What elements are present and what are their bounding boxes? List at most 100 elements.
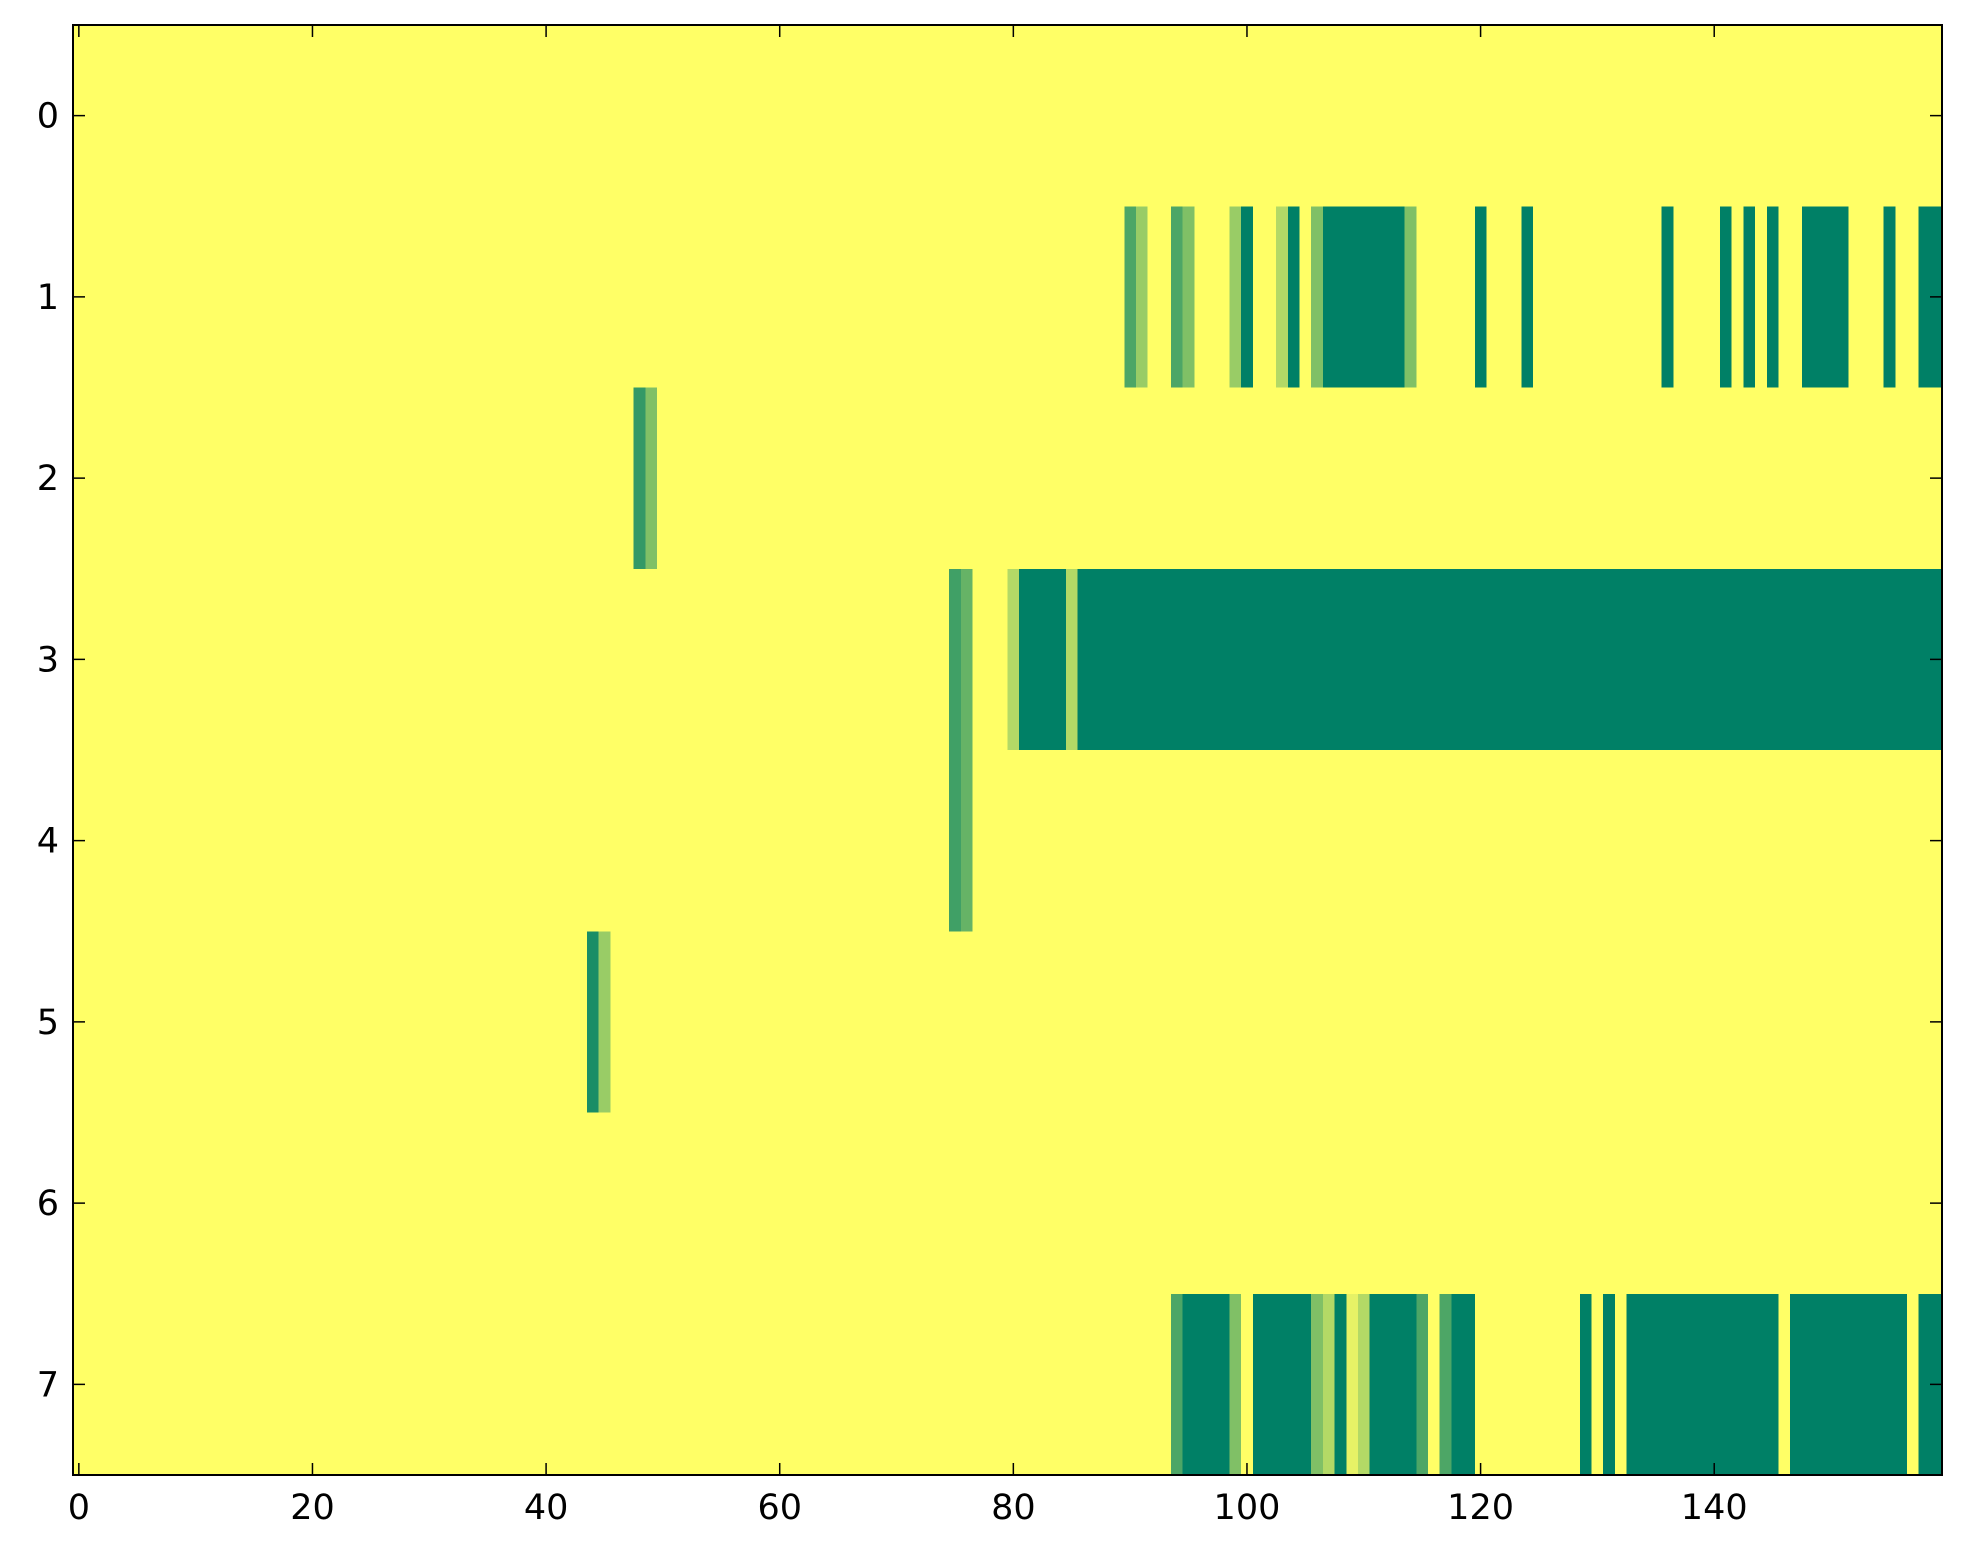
heatmap-cell <box>1533 1112 1546 1295</box>
heatmap-cell <box>201 568 214 751</box>
heatmap-cell <box>154 1293 168 1476</box>
heatmap-cell <box>890 387 903 570</box>
heatmap-cell <box>178 1293 191 1476</box>
heatmap-cell <box>505 568 518 751</box>
heatmap-cell <box>879 750 892 932</box>
heatmap-cell <box>1474 387 1488 570</box>
heatmap-cell <box>259 1293 273 1476</box>
heatmap-cell <box>984 750 997 932</box>
heatmap-cell <box>166 387 179 570</box>
heatmap-cell <box>318 931 331 1114</box>
heatmap-cell <box>178 931 191 1114</box>
heatmap-cell <box>890 568 903 751</box>
heatmap-cell <box>96 1293 109 1476</box>
heatmap-cell <box>1521 750 1534 932</box>
heatmap-cell <box>738 206 752 389</box>
heatmap-cell <box>1346 206 1359 389</box>
y-tick-label: 0 <box>37 97 59 137</box>
heatmap-cell <box>236 1112 249 1295</box>
heatmap-cell <box>1322 1112 1336 1295</box>
heatmap-cell <box>329 1112 343 1295</box>
x-tick-label: 120 <box>1447 1488 1514 1528</box>
heatmap-cell <box>1159 1293 1172 1476</box>
heatmap-cell <box>1661 931 1674 1114</box>
heatmap-cell <box>96 206 109 389</box>
heatmap-cell <box>727 750 740 932</box>
heatmap-cell <box>259 206 273 389</box>
heatmap-cell <box>1603 206 1616 389</box>
heatmap-cell <box>1790 1293 1803 1476</box>
heatmap-cell <box>1895 931 1908 1114</box>
heatmap-cell <box>785 206 798 389</box>
heatmap-cell <box>1638 750 1651 932</box>
heatmap-cell <box>808 568 822 751</box>
heatmap-cell <box>1054 387 1067 570</box>
heatmap-cell <box>283 931 296 1114</box>
heatmap-cell <box>1229 387 1242 570</box>
heatmap-cell <box>201 750 214 932</box>
heatmap-cell <box>610 750 623 932</box>
heatmap-cell <box>1614 387 1628 570</box>
heatmap-cell <box>773 1293 787 1476</box>
heatmap-cell <box>1579 931 1593 1114</box>
heatmap-cell <box>879 1293 892 1476</box>
heatmap-cell <box>1381 750 1394 932</box>
heatmap-cell <box>960 1112 974 1295</box>
heatmap-cell <box>446 25 460 207</box>
heatmap-cell <box>645 931 658 1114</box>
heatmap-cell <box>1638 1112 1651 1295</box>
heatmap-cell <box>1509 206 1523 389</box>
heatmap-cell <box>248 25 261 207</box>
heatmap-cell <box>1918 25 1931 207</box>
heatmap-cell <box>1065 931 1079 1114</box>
heatmap-cell <box>294 931 308 1114</box>
heatmap-cell <box>586 1112 600 1295</box>
heatmap-cell <box>995 206 1009 389</box>
heatmap-cell <box>551 387 565 570</box>
heatmap-cell <box>925 206 939 389</box>
heatmap-cell <box>1194 750 1207 932</box>
heatmap-cell <box>1860 387 1873 570</box>
heatmap-cell <box>1720 206 1733 389</box>
heatmap-cell <box>1346 387 1359 570</box>
heatmap-cell <box>131 750 144 932</box>
heatmap-cell <box>1007 1293 1020 1476</box>
heatmap-cell <box>1100 750 1114 932</box>
heatmap-cell <box>1346 931 1359 1114</box>
heatmap-cell <box>1042 568 1055 751</box>
heatmap-cell <box>937 750 950 932</box>
heatmap-cell <box>1720 387 1733 570</box>
heatmap-cell <box>843 387 857 570</box>
heatmap-cell <box>1544 750 1558 932</box>
heatmap-cell <box>423 25 436 207</box>
heatmap-cell <box>598 206 611 389</box>
heatmap-cell <box>808 931 822 1114</box>
heatmap-cell <box>435 25 448 207</box>
heatmap-cell <box>1883 387 1896 570</box>
heatmap-cell <box>1544 931 1558 1114</box>
heatmap-cell <box>622 387 635 570</box>
heatmap-cell <box>1696 1293 1709 1476</box>
heatmap-cell <box>505 1112 518 1295</box>
heatmap-cell <box>1194 931 1207 1114</box>
heatmap-cell <box>470 931 483 1114</box>
heatmap-cell <box>435 568 448 751</box>
heatmap-cell <box>657 750 670 932</box>
heatmap-cell <box>283 1112 296 1295</box>
heatmap-cell <box>1252 568 1266 751</box>
heatmap-cell <box>1825 25 1838 207</box>
heatmap-cell <box>1100 568 1114 751</box>
heatmap-cell <box>1007 568 1020 751</box>
heatmap-cell <box>1498 25 1511 207</box>
heatmap-cell <box>1766 931 1780 1114</box>
heatmap-cell <box>1556 931 1569 1114</box>
heatmap-cell <box>622 25 635 207</box>
heatmap-cell <box>575 25 588 207</box>
heatmap-cell <box>1685 206 1698 389</box>
heatmap-cell <box>984 1293 997 1476</box>
heatmap-cell <box>762 1112 775 1295</box>
heatmap-cell <box>1568 568 1581 751</box>
heatmap-cell <box>493 568 506 751</box>
heatmap-cell <box>598 568 611 751</box>
heatmap-cell <box>1135 568 1149 751</box>
